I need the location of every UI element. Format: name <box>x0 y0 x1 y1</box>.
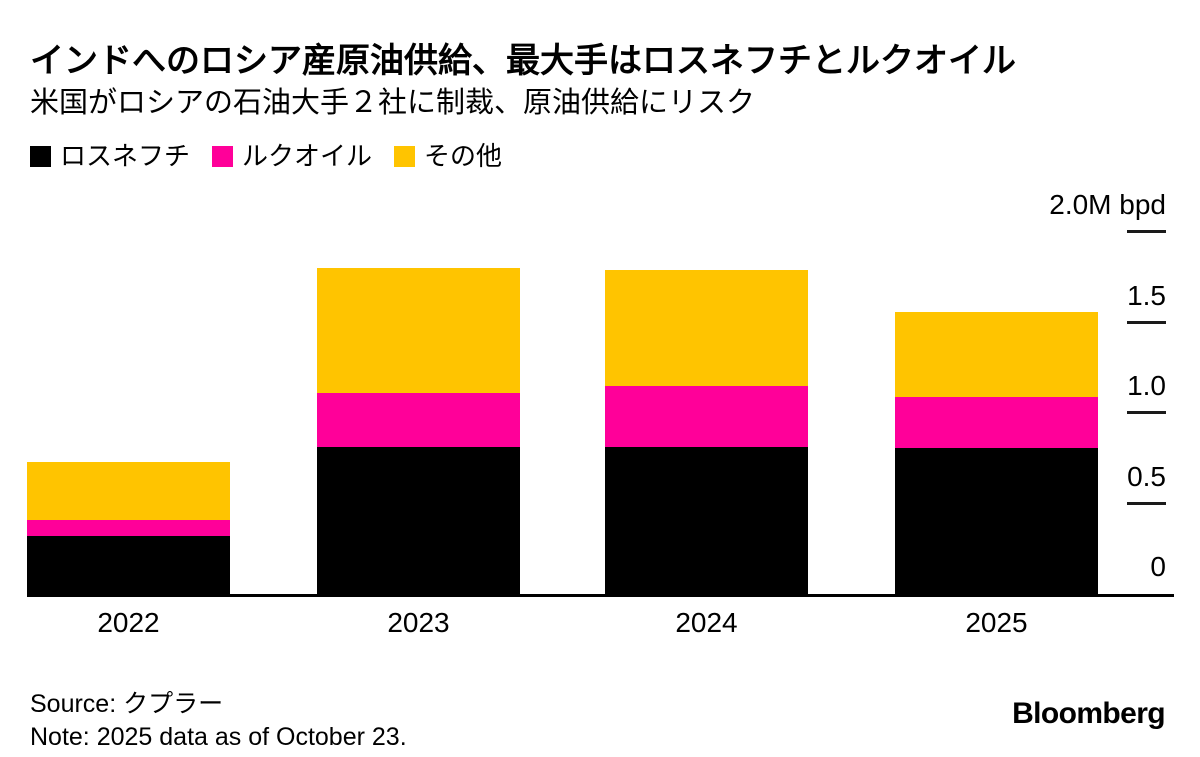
bar-segment-rosneft-2024 <box>605 447 808 594</box>
chart-title: インドへのロシア産原油供給、最大手はロスネフチとルクオイル <box>30 42 1016 80</box>
bar-segment-lukoil-2025 <box>895 396 1098 448</box>
x-axis-label-2022: 2022 <box>97 607 160 638</box>
y-axis-label-2.0M-bpd: 2.0M bpd <box>1049 189 1166 220</box>
y-axis-label-0: 0 <box>1150 551 1166 582</box>
y-axis-tick-0.5 <box>1127 502 1166 505</box>
x-axis-label-2023: 2023 <box>387 607 450 638</box>
legend-label-lukoil: ルクオイル <box>242 141 373 171</box>
bloomberg-logo: Bloomberg <box>1012 697 1166 730</box>
legend-item-rosneft: ロスネフチ <box>30 143 190 169</box>
x-axis-baseline <box>27 594 1174 597</box>
source-note: Source: クプラー <box>30 690 224 718</box>
legend-label-rosneft: ロスネフチ <box>60 141 191 171</box>
legend-swatch-lukoil <box>212 145 234 167</box>
legend-label-others: その他 <box>424 141 503 171</box>
bar-segment-others-2025 <box>895 312 1098 397</box>
data-note: Note: 2025 data as of October 23. <box>30 723 407 751</box>
x-axis-label-2024: 2024 <box>675 607 738 638</box>
bar-segment-others-2022 <box>27 462 230 520</box>
y-axis-label-1.0: 1.0 <box>1127 370 1166 401</box>
x-axis-label-2025: 2025 <box>965 607 1028 638</box>
y-axis-tick-2 <box>1127 230 1166 233</box>
y-axis-tick-1 <box>1127 411 1166 414</box>
bar-segment-others-2023 <box>317 268 520 393</box>
legend-item-others: その他 <box>394 143 502 169</box>
y-axis-label-1.5: 1.5 <box>1127 280 1166 311</box>
bar-segment-rosneft-2022 <box>27 536 230 594</box>
chart-subtitle: 米国がロシアの石油大手２社に制裁、原油供給にリスク <box>30 87 756 119</box>
bar-segment-lukoil-2022 <box>27 519 230 537</box>
bar-segment-lukoil-2023 <box>317 392 520 448</box>
legend-swatch-rosneft <box>30 145 51 167</box>
bar-segment-others-2024 <box>605 270 808 386</box>
legend: ロスネフチ ルクオイル その他 <box>30 143 502 169</box>
bar-2022 <box>27 462 230 594</box>
bar-2025 <box>895 312 1098 594</box>
bar-segment-rosneft-2025 <box>895 447 1098 594</box>
legend-swatch-others <box>394 145 416 167</box>
footer-notes: Source: クプラー Note: 2025 data as of Octob… <box>30 688 407 754</box>
bar-2024 <box>605 270 808 594</box>
bar-segment-lukoil-2024 <box>605 385 808 448</box>
bar-segment-rosneft-2023 <box>317 447 520 594</box>
y-axis-tick-1.5 <box>1127 321 1166 324</box>
bar-2023 <box>317 268 520 594</box>
y-axis-label-0.5: 0.5 <box>1127 461 1166 492</box>
legend-item-lukoil: ルクオイル <box>212 143 372 169</box>
